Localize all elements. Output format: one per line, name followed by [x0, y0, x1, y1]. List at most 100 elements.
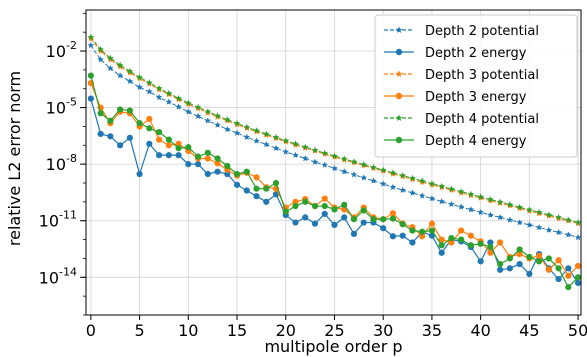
x-tick-label: 5	[134, 321, 144, 340]
data-point	[438, 236, 445, 243]
data-point	[253, 127, 260, 134]
data-point	[263, 198, 270, 205]
x-tick-label: 15	[227, 321, 247, 340]
data-point	[448, 185, 455, 192]
data-point	[565, 265, 572, 272]
data-point	[350, 230, 358, 238]
series-layer	[87, 33, 581, 291]
data-point	[467, 242, 474, 249]
data-point	[526, 221, 533, 228]
data-point	[175, 152, 182, 159]
data-point	[458, 227, 465, 234]
data-point	[175, 103, 182, 110]
data-point	[136, 83, 143, 90]
data-point	[477, 208, 484, 216]
data-point	[555, 265, 562, 272]
data-point	[117, 142, 124, 149]
data-point	[292, 202, 299, 210]
data-point	[263, 141, 270, 148]
data-point	[526, 206, 533, 213]
data-point	[282, 148, 289, 155]
data-point	[126, 77, 134, 84]
data-point	[399, 172, 406, 179]
y-axis-title: relative L2 error norm	[5, 71, 24, 246]
data-point	[146, 115, 153, 123]
data-point	[321, 161, 328, 168]
data-point	[321, 149, 328, 156]
data-point	[165, 152, 172, 159]
data-point	[165, 142, 172, 149]
data-point	[233, 129, 241, 136]
data-point	[545, 255, 552, 262]
legend-marker	[395, 136, 403, 144]
x-tick-label: 30	[373, 321, 393, 340]
data-point	[555, 214, 562, 221]
data-point	[292, 151, 299, 158]
data-point	[350, 216, 358, 223]
data-point	[233, 170, 241, 178]
data-point	[428, 232, 436, 239]
legend: Depth 2 potential Depth 2 energy Depth 3 p…	[374, 14, 578, 158]
data-point	[545, 266, 552, 273]
data-point	[321, 195, 328, 202]
data-point	[457, 203, 465, 210]
data-point	[302, 143, 309, 150]
data-point	[185, 108, 192, 115]
y-tick-label: 10-2	[46, 39, 77, 61]
data-point	[496, 198, 504, 205]
data-point	[506, 255, 513, 262]
data-point	[526, 270, 533, 278]
data-point	[97, 110, 104, 117]
data-point	[438, 182, 445, 190]
y-tick-label: 10-8	[46, 152, 77, 174]
data-point	[419, 228, 426, 235]
data-point	[321, 202, 328, 210]
data-point	[380, 216, 387, 223]
data-point	[185, 99, 192, 106]
data-point	[87, 33, 95, 40]
data-point	[360, 161, 367, 168]
data-point	[272, 144, 280, 151]
series-depth-4-potential	[87, 33, 581, 226]
data-point	[370, 177, 377, 184]
legend-marker	[395, 26, 403, 33]
data-point	[233, 120, 241, 127]
data-point	[224, 125, 231, 133]
data-point	[379, 166, 387, 173]
data-point	[360, 219, 367, 226]
data-point	[302, 155, 309, 162]
y-tick-label: 10-5	[46, 96, 77, 118]
data-point	[87, 72, 94, 79]
x-axis: 0 5 10 15 20 25 30 35 40 45 50	[86, 315, 587, 340]
data-point	[97, 46, 104, 53]
x-tick-label: 35	[422, 321, 442, 340]
data-point	[243, 123, 251, 130]
legend-item: Depth 2 potential	[384, 24, 539, 39]
data-point	[204, 117, 212, 124]
plot-frame	[85, 9, 582, 316]
data-point	[389, 210, 397, 217]
data-point	[165, 136, 172, 143]
data-point	[565, 216, 572, 223]
data-point	[253, 137, 260, 144]
x-tick-label: 50	[568, 321, 587, 340]
data-point	[321, 210, 328, 218]
data-point	[107, 117, 114, 124]
data-point	[574, 219, 581, 226]
data-point	[204, 170, 211, 178]
data-point	[399, 232, 406, 239]
data-point	[487, 239, 494, 246]
data-point	[545, 211, 553, 218]
data-point	[116, 61, 124, 68]
data-point	[428, 195, 436, 202]
data-point	[496, 214, 504, 221]
legend-marker	[395, 70, 403, 77]
data-point	[487, 249, 494, 256]
legend-label: Depth 3 energy	[425, 90, 527, 105]
data-point	[214, 168, 221, 175]
data-point	[506, 216, 514, 223]
y-tick-label: 10-11	[39, 209, 77, 231]
data-point	[194, 112, 202, 119]
y-tick-label: 10-14	[39, 265, 77, 287]
